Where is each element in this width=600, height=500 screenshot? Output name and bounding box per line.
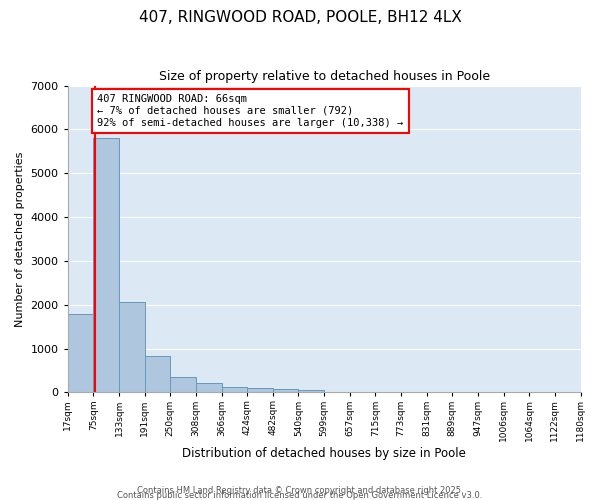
Bar	[196, 383, 221, 392]
Text: Contains public sector information licensed under the Open Government Licence v3: Contains public sector information licen…	[118, 491, 482, 500]
Text: 407 RINGWOOD ROAD: 66sqm
← 7% of detached houses are smaller (792)
92% of semi-d: 407 RINGWOOD ROAD: 66sqm ← 7% of detache…	[97, 94, 403, 128]
Bar	[145, 356, 170, 392]
Bar	[119, 302, 145, 392]
Bar	[298, 390, 324, 392]
Bar	[221, 388, 247, 392]
Y-axis label: Number of detached properties: Number of detached properties	[15, 152, 25, 326]
Title: Size of property relative to detached houses in Poole: Size of property relative to detached ho…	[158, 70, 490, 83]
Text: Contains HM Land Registry data © Crown copyright and database right 2025.: Contains HM Land Registry data © Crown c…	[137, 486, 463, 495]
Bar	[170, 378, 196, 392]
Bar	[273, 389, 298, 392]
X-axis label: Distribution of detached houses by size in Poole: Distribution of detached houses by size …	[182, 447, 466, 460]
Bar	[68, 314, 94, 392]
Bar	[94, 138, 119, 392]
Bar	[247, 388, 273, 392]
Text: 407, RINGWOOD ROAD, POOLE, BH12 4LX: 407, RINGWOOD ROAD, POOLE, BH12 4LX	[139, 10, 461, 25]
